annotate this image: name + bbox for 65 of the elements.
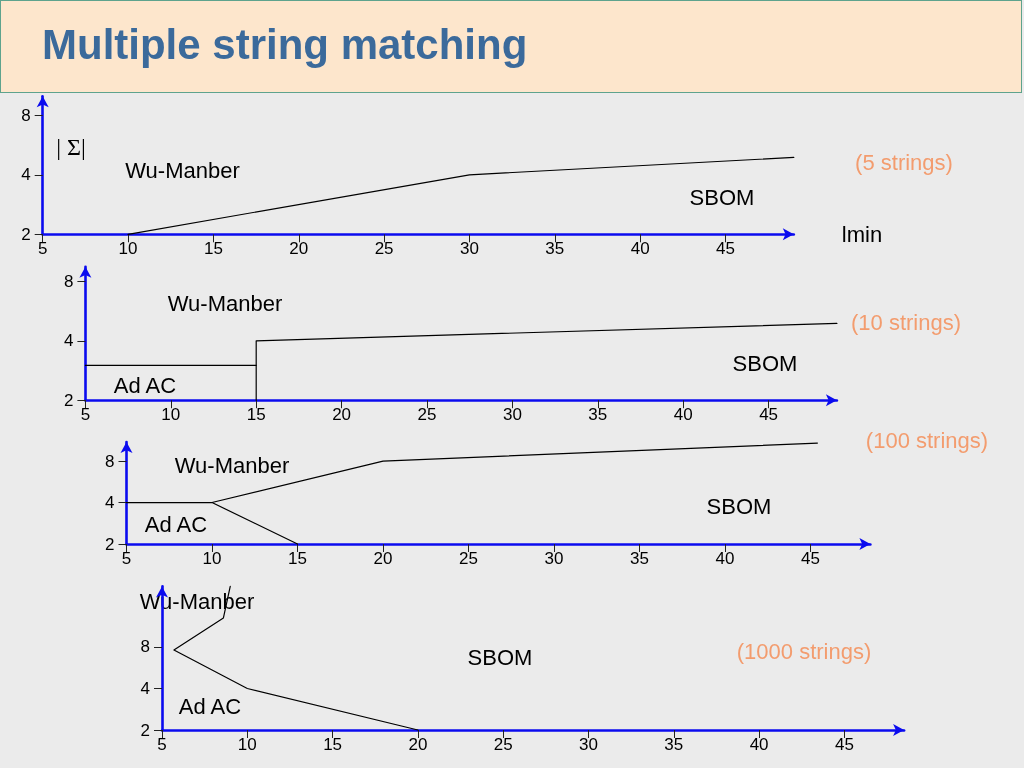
y-tick-label: 2: [140, 720, 150, 740]
annotation: Wu-Manber: [167, 290, 283, 316]
y-axis-title: | Σ|: [56, 134, 86, 160]
y-tick-label: 8: [63, 271, 74, 291]
y-tick-label: 2: [63, 390, 74, 410]
x-tick-label: 30: [579, 735, 598, 754]
annotation: SBOM: [689, 184, 755, 210]
x-tick-label: 45: [834, 735, 854, 754]
annotation: Wu-Manber: [125, 157, 240, 183]
x-tick-label: 30: [460, 239, 479, 259]
x-tick-label: 40: [749, 735, 769, 754]
y-tick-label: 4: [63, 331, 74, 351]
x-tick-label: 5: [80, 405, 91, 425]
x-tick-label: 25: [493, 735, 513, 754]
y-tick-label: 8: [105, 451, 115, 471]
annotation: Wu-Manber: [174, 452, 290, 478]
x-tick-label: 15: [246, 405, 266, 425]
y-tick-label: 4: [140, 678, 150, 698]
x-tick-label: 40: [630, 239, 650, 259]
x-tick-label: 40: [673, 405, 693, 425]
x-tick-label: 10: [202, 549, 222, 568]
x-tick-label: 35: [630, 549, 649, 568]
x-tick-label: 25: [417, 405, 437, 425]
y-tick-label: 2: [21, 224, 31, 244]
annotation: Ad AC: [144, 511, 208, 537]
annotation: Ad AC: [113, 372, 177, 398]
y-tick-label: 4: [105, 493, 115, 513]
annotation: SBOM: [706, 493, 772, 519]
y-tick-label: 8: [140, 637, 150, 657]
y-tick-label: 8: [21, 105, 31, 125]
x-tick-label: 20: [373, 549, 393, 568]
x-tick-label: 20: [332, 405, 352, 425]
y-tick-label: 2: [105, 534, 115, 554]
annotation: Ad AC: [178, 693, 242, 719]
x-axis-title: lmin: [841, 221, 883, 247]
x-tick-label: 10: [118, 239, 138, 259]
annotation: SBOM: [732, 350, 798, 376]
x-tick-label: 25: [374, 239, 394, 259]
annotation: (1000 strings): [736, 638, 872, 664]
text: (5 strings): [855, 149, 953, 175]
x-tick-label: 5: [157, 735, 167, 754]
chart-title: Multiple string matching: [42, 20, 528, 68]
y-tick-label: 4: [21, 165, 31, 185]
annotation: (100 strings): [865, 427, 989, 453]
x-tick-label: 15: [203, 239, 223, 259]
x-tick-label: 30: [502, 405, 522, 425]
x-tick-label: 40: [715, 549, 735, 568]
x-tick-label: 20: [289, 239, 309, 259]
x-tick-label: 25: [459, 549, 478, 568]
x-tick-label: 15: [288, 549, 307, 568]
text: (10 strings): [850, 309, 962, 335]
x-tick-label: 45: [759, 405, 779, 425]
x-tick-label: 20: [408, 735, 428, 754]
x-tick-label: 5: [37, 239, 48, 259]
x-tick-label: 35: [664, 735, 684, 754]
x-tick-label: 45: [801, 549, 821, 568]
x-tick-label: 35: [588, 405, 608, 425]
x-tick-label: 10: [237, 735, 257, 754]
x-tick-label: 45: [716, 239, 735, 259]
x-tick-label: 5: [121, 549, 132, 568]
x-tick-label: 15: [323, 735, 343, 754]
x-tick-label: 35: [545, 239, 565, 259]
x-tick-label: 10: [161, 405, 181, 425]
x-tick-label: 30: [544, 549, 564, 568]
annotation: SBOM: [467, 644, 533, 670]
